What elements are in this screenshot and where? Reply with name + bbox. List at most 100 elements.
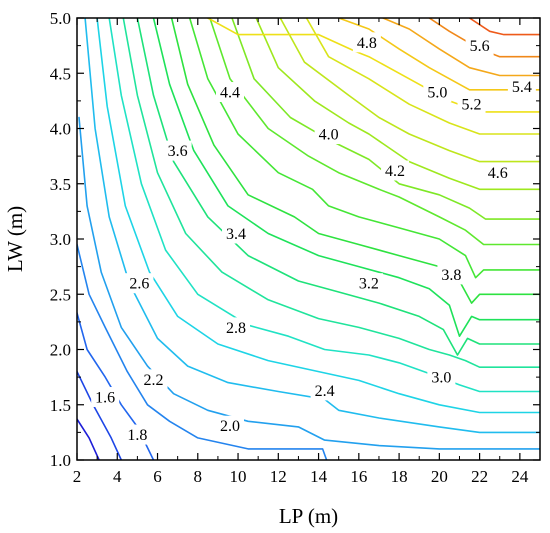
contour-label-background xyxy=(310,380,339,401)
contour-label-group: 5.4 xyxy=(507,76,536,97)
contour-label: 3.2 xyxy=(359,276,379,293)
y-tick-label: 3.0 xyxy=(50,230,71,249)
contour-label-group: 4.0 xyxy=(314,124,343,145)
contour-line-3-6 xyxy=(188,18,540,279)
contour-label-background xyxy=(91,387,120,408)
y-tick-label: 5.0 xyxy=(50,9,71,28)
contour-label: 4.2 xyxy=(385,163,405,180)
contour-label: 4.4 xyxy=(220,85,240,102)
contour-label-background xyxy=(465,35,494,56)
y-tick-label: 2.5 xyxy=(50,285,71,304)
contour-label: 4.6 xyxy=(488,165,508,182)
contour-label-group: 2.8 xyxy=(222,317,251,338)
contour-label-group: 3.6 xyxy=(163,140,192,161)
contour-label-background xyxy=(123,424,152,445)
contour-line-1-8 xyxy=(77,243,328,460)
x-tick-label: 4 xyxy=(113,467,122,486)
contour-label-background xyxy=(437,264,466,285)
contour-label: 5.4 xyxy=(512,79,532,96)
contour-label: 3.8 xyxy=(441,267,461,284)
y-axis: 1.0 1.5 2.0 2.5 3.0 3.5 4.0 4.5 5.0 xyxy=(50,9,540,470)
contour-line-2-2 xyxy=(84,18,540,434)
contour-label-group: 2.0 xyxy=(215,415,244,436)
contour-label: 2.2 xyxy=(143,372,163,389)
contour-line-2-8 xyxy=(122,18,540,369)
contour-label-group: 2.4 xyxy=(310,380,339,401)
contour-label-group: 5.2 xyxy=(457,94,486,115)
x-axis: 2 4 6 8 10 12 14 16 18 20 22 24 xyxy=(73,18,529,486)
contour-line-2 xyxy=(78,116,540,450)
contour-line-5 xyxy=(337,18,540,91)
x-tick-label: 24 xyxy=(511,467,529,486)
contour-label-background xyxy=(427,367,456,388)
contour-label: 2.0 xyxy=(220,418,240,435)
contour-label-group: 5.0 xyxy=(423,82,452,103)
y-tick-label: 3.5 xyxy=(50,175,71,194)
x-tick-label: 20 xyxy=(431,467,448,486)
contour-label-group: 2.2 xyxy=(139,369,168,390)
contour-label-background xyxy=(125,273,154,294)
contour-label-background xyxy=(354,273,383,294)
y-tick-label: 1.0 xyxy=(50,451,71,470)
contour-line-1-4 xyxy=(77,370,123,460)
plot-frame xyxy=(76,17,541,461)
x-tick-label: 18 xyxy=(391,467,408,486)
y-axis-title: LW (m) xyxy=(3,206,27,272)
contour-label: 3.0 xyxy=(431,370,451,387)
contour-line-4-4 xyxy=(279,18,540,163)
contour-label-background xyxy=(457,94,486,115)
contour-label-background xyxy=(507,76,536,97)
contour-lines xyxy=(77,18,540,460)
contour-label: 2.8 xyxy=(226,320,246,337)
contour-line-4-2 xyxy=(255,18,540,191)
contour-label-group: 3.2 xyxy=(354,273,383,294)
contour-label-background xyxy=(215,82,244,103)
contour-label-background xyxy=(423,82,452,103)
contour-line-3-4 xyxy=(170,18,540,304)
contour-label-group: 4.6 xyxy=(483,162,512,183)
contour-line-5-2 xyxy=(382,18,540,77)
contour-label-background xyxy=(222,223,251,244)
contour-label: 2.4 xyxy=(315,383,335,400)
y-tick-label: 4.0 xyxy=(50,120,71,139)
contour-label-background xyxy=(215,415,244,436)
contour-label-background xyxy=(314,124,343,145)
contour-label: 4.8 xyxy=(357,35,377,52)
contour-line-2-6 xyxy=(108,18,540,393)
x-tick-label: 14 xyxy=(310,467,328,486)
contour-line-3 xyxy=(136,18,540,356)
x-tick-label: 16 xyxy=(350,467,367,486)
contour-label: 3.6 xyxy=(168,143,188,160)
contour-line-1-2 xyxy=(77,418,100,460)
contour-label-group: 4.8 xyxy=(352,32,381,53)
y-tick-label: 4.5 xyxy=(50,64,71,83)
contour-line-3-8 xyxy=(209,18,540,246)
x-tick-label: 6 xyxy=(153,467,162,486)
contour-label: 3.4 xyxy=(226,226,246,243)
contour-label: 5.2 xyxy=(462,97,482,114)
contour-label-group: 5.6 xyxy=(465,35,494,56)
y-tick-label: 1.5 xyxy=(50,396,71,415)
contour-line-2-4 xyxy=(96,18,540,414)
x-tick-label: 10 xyxy=(230,467,247,486)
contour-label: 4.0 xyxy=(319,127,339,144)
x-tick-label: 12 xyxy=(270,467,287,486)
contour-label-group: 3.8 xyxy=(437,264,466,285)
contour-label-background xyxy=(352,32,381,53)
contour-label: 2.6 xyxy=(129,276,149,293)
x-tick-label: 2 xyxy=(73,467,82,486)
x-tick-label: 8 xyxy=(194,467,203,486)
contour-line-3-2 xyxy=(152,18,540,338)
y-tick-label: 2.0 xyxy=(50,341,71,360)
contour-label: 5.6 xyxy=(470,38,490,55)
contour-label-group: 1.6 xyxy=(91,387,120,408)
contour-label-group: 1.8 xyxy=(123,424,152,445)
contour-label-background xyxy=(222,317,251,338)
contour-label-background xyxy=(163,140,192,161)
contour-labels: 1.6 1.8 2.0 2.2 2.4 2.6 2.8 3.0 3.2 3.4 3.6 3.8 4.0 4… xyxy=(91,32,536,445)
contour-label: 5.0 xyxy=(427,85,447,102)
contour-line-4-6 xyxy=(305,18,540,135)
contour-label-background xyxy=(483,162,512,183)
x-axis-title: LP (m) xyxy=(279,504,338,528)
